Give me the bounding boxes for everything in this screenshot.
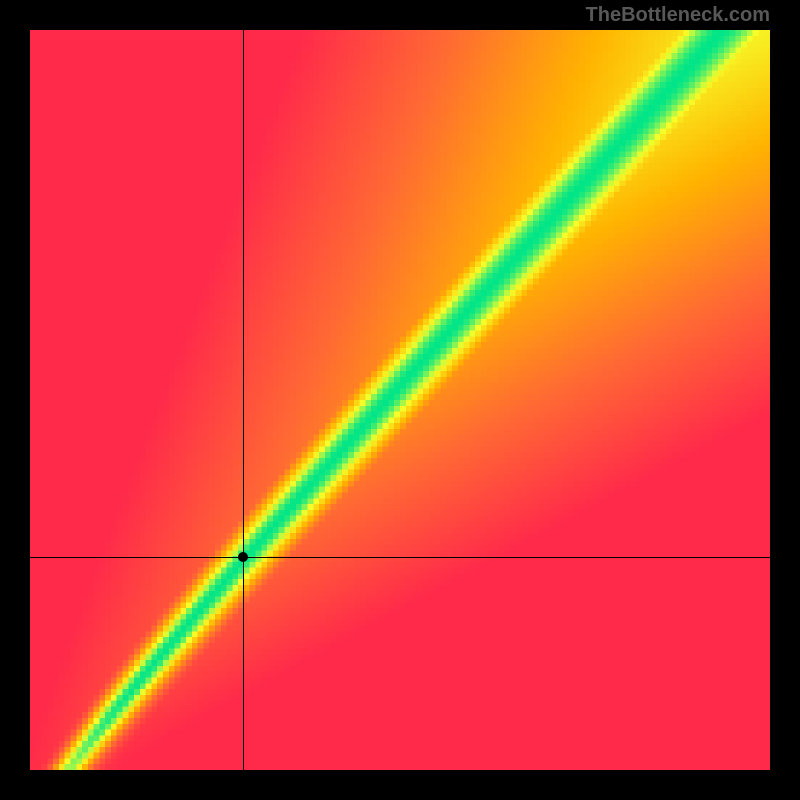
heatmap-plot-area[interactable] [30,30,770,770]
heatmap-canvas [30,30,770,770]
watermark-text: TheBottleneck.com [586,4,770,27]
